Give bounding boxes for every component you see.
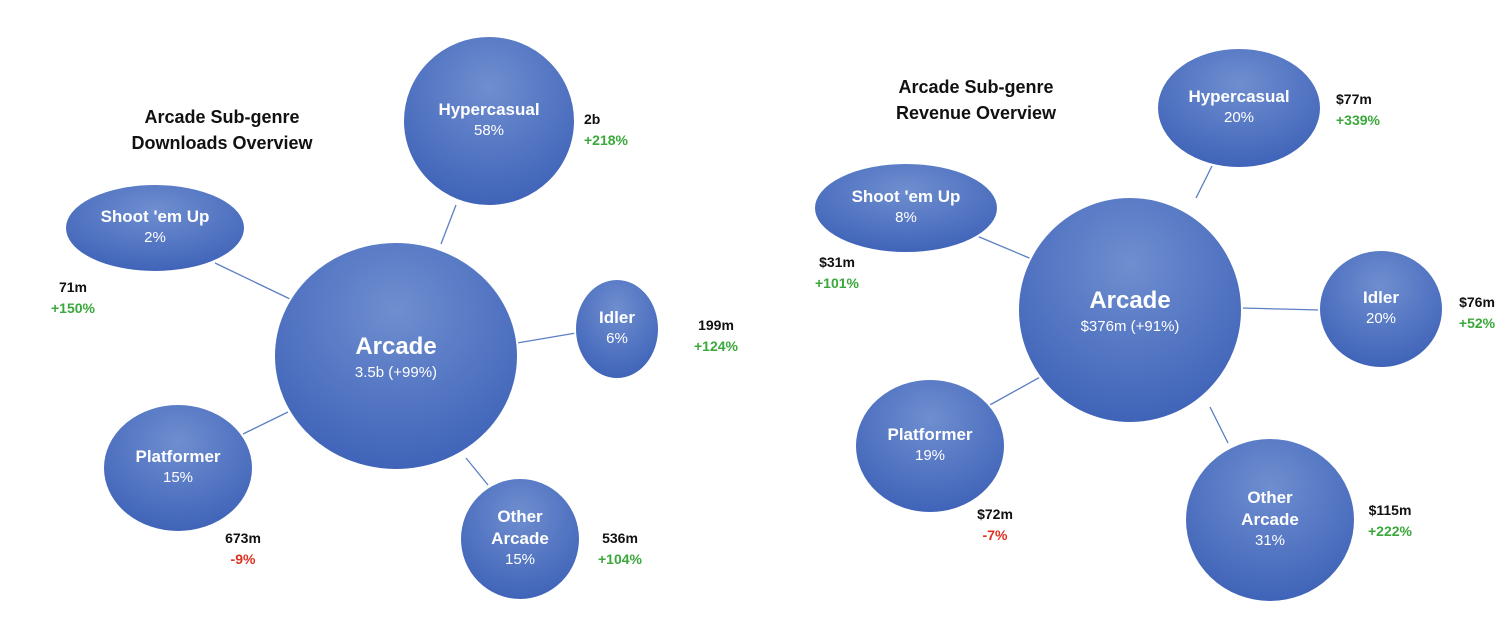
diagram-2-bubble-platformer bbox=[854, 378, 1006, 514]
diagram-2-connector-idler bbox=[1241, 307, 1321, 311]
diagram-2-bubble-idler-label: Idler bbox=[1363, 288, 1399, 307]
diagram-1-bubble-hypercasual bbox=[402, 35, 576, 207]
diagram-2-center-bubble bbox=[1017, 196, 1243, 424]
diagram-2-bubble-hypercasual-share: 20% bbox=[1224, 109, 1254, 126]
diagram-2-bubble-other-arcade bbox=[1184, 437, 1356, 603]
diagram-1-center-value: 3.5b (+99%) bbox=[355, 364, 437, 381]
diagram-2-bubble-shoot-em-up-share: 8% bbox=[895, 209, 917, 226]
diagram-2-bubble-platformer-label: Platformer bbox=[887, 425, 972, 444]
diagram-1-center-label: Arcade bbox=[355, 333, 436, 360]
diagram-1-hypercasual-change: +218% bbox=[584, 132, 629, 148]
diagram-1-bubble-shoot-em-up-label: Shoot 'em Up bbox=[101, 207, 210, 226]
diagram-1-bubble-hypercasual-share: 58% bbox=[474, 122, 504, 139]
diagram-1-bubble-platformer-label: Platformer bbox=[135, 447, 220, 466]
diagram-1-connector-platformer bbox=[242, 411, 289, 435]
diagram-1-idler-change: +124% bbox=[694, 338, 739, 354]
diagram-2-center-value: $376m (+91%) bbox=[1081, 318, 1180, 335]
diagram-2-title-line2: Revenue Overview bbox=[896, 103, 1057, 123]
diagram-1-bubble-idler bbox=[574, 278, 660, 380]
diagram-1-hypercasual-stat: 2b bbox=[584, 111, 600, 127]
diagram-2-idler-stat: $76m bbox=[1459, 294, 1495, 310]
diagram-1-bubble-other-arcade-label: Arcade bbox=[491, 529, 549, 548]
diagram-2-idler-change: +52% bbox=[1459, 315, 1496, 331]
diagram-1-platformer-stat: 673m bbox=[225, 530, 261, 546]
diagram-2-other-arcade-stat: $115m bbox=[1369, 502, 1412, 518]
diagram-2-center-label: Arcade bbox=[1089, 287, 1170, 314]
diagram-2-bubble-shoot-em-up bbox=[813, 162, 999, 254]
diagram-2-shoot-em-up-stat: $31m bbox=[819, 254, 855, 270]
diagram-2-bubble-other-arcade-label: Other bbox=[1247, 488, 1293, 507]
diagram-1-bubble-platformer bbox=[102, 403, 254, 533]
diagram-2-other-arcade-change: +222% bbox=[1368, 523, 1413, 539]
diagram-1-bubble-platformer-share: 15% bbox=[163, 469, 193, 486]
diagram-1-bubble-other-arcade bbox=[459, 477, 581, 601]
diagram-1-bubble-other-arcade-share: 15% bbox=[505, 551, 535, 568]
diagram-1-center-bubble bbox=[273, 241, 519, 471]
diagram-2-shoot-em-up-change: +101% bbox=[815, 275, 860, 291]
diagram-2-bubble-other-arcade-label: Arcade bbox=[1241, 510, 1299, 529]
diagram-2-bubble-shoot-em-up-label: Shoot 'em Up bbox=[852, 187, 961, 206]
diagram-1-platformer-change: -9% bbox=[231, 551, 256, 567]
diagram-1-bubble-idler-share: 6% bbox=[606, 330, 628, 347]
diagram-2-bubble-hypercasual-label: Hypercasual bbox=[1188, 87, 1289, 106]
diagram-1-bubble-hypercasual-label: Hypercasual bbox=[438, 100, 539, 119]
diagram-2-platformer-stat: $72m bbox=[977, 506, 1013, 522]
diagram-1-other-arcade-change: +104% bbox=[598, 551, 643, 567]
diagram-1-shoot-em-up-change: +150% bbox=[51, 300, 96, 316]
diagram-1-bubble-shoot-em-up bbox=[64, 183, 246, 273]
diagram-1-shoot-em-up-stat: 71m bbox=[59, 279, 87, 295]
diagram-2-bubble-platformer-share: 19% bbox=[915, 447, 945, 464]
diagram-2-platformer-change: -7% bbox=[983, 527, 1008, 543]
diagram-2-title-line1: Arcade Sub-genre bbox=[898, 77, 1053, 97]
diagram-2-connector-platformer bbox=[987, 375, 1043, 407]
diagram-1-bubble-other-arcade-label: Other bbox=[497, 507, 543, 526]
diagram-2-bubble-idler-share: 20% bbox=[1366, 310, 1396, 327]
diagram-1-bubble-shoot-em-up-share: 2% bbox=[144, 229, 166, 246]
diagram-2-bubble-idler bbox=[1318, 249, 1444, 369]
diagram-2-connector-other-arcade bbox=[1209, 406, 1229, 444]
diagram-1-idler-stat: 199m bbox=[698, 317, 734, 333]
diagram-1-other-arcade-stat: 536m bbox=[602, 530, 638, 546]
diagram-2-bubble-other-arcade-share: 31% bbox=[1255, 532, 1285, 549]
diagram-2-connector-shoot-em-up bbox=[976, 235, 1035, 261]
diagram-2-bubble-hypercasual bbox=[1156, 47, 1322, 169]
diagram-2-hypercasual-stat: $77m bbox=[1336, 91, 1372, 107]
diagram-1-bubble-idler-label: Idler bbox=[599, 308, 635, 327]
diagram-2-connector-hypercasual bbox=[1195, 165, 1213, 199]
diagram-1-connector-idler bbox=[516, 332, 577, 344]
diagram-1-title-line2: Downloads Overview bbox=[131, 133, 313, 153]
diagram-1-connector-hypercasual bbox=[440, 204, 457, 245]
diagram-1-connector-shoot-em-up bbox=[214, 262, 291, 300]
diagram-1-connector-other-arcade bbox=[465, 457, 489, 486]
diagram-2-hypercasual-change: +339% bbox=[1336, 112, 1381, 128]
diagram-1-title-line1: Arcade Sub-genre bbox=[144, 107, 299, 127]
